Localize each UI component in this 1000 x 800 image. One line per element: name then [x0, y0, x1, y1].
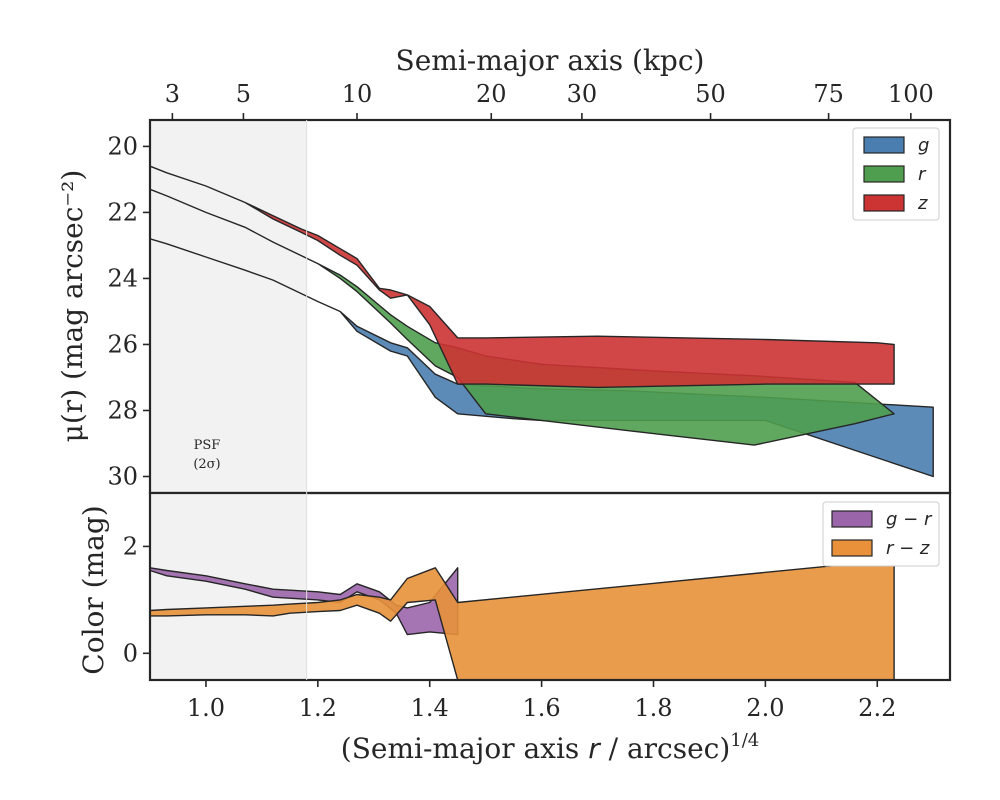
legend-label-g: g [918, 135, 929, 156]
top-x-tick-label-3: 3 [165, 80, 180, 108]
y-tick-label-22: 22 [107, 198, 138, 226]
surface-brightness-bands [149, 165, 934, 478]
y-tick-label-28: 28 [107, 396, 138, 424]
x-tick-label-2.2: 2.2 [858, 694, 896, 722]
top-x-tick-label-20: 20 [476, 80, 507, 108]
x-axis-ticks: 1.0 1.2 1.4 1.6 1.8 2.0 2.2 [187, 680, 896, 722]
top-x-tick-label-75: 75 [813, 80, 844, 108]
color-y-tick-label-0: 0 [123, 639, 138, 667]
psf-label-line1: PSF [194, 438, 221, 453]
legend-bands: grz [852, 127, 940, 221]
color-panel: 02 1.0 1.2 1.4 1.6 1.8 2.0 2.2 Color (mag) (Se… [77, 491, 952, 765]
legend-swatch-z [863, 194, 905, 212]
top-x-tick-label-10: 10 [342, 80, 373, 108]
top-x-axis-title: Semi-major axis (kpc) [396, 44, 705, 77]
legend-label-z: z [917, 193, 928, 214]
color-y-axis-ticks: 02 [123, 532, 150, 667]
legend-label-r-z: r − z [886, 538, 930, 559]
top-x-tick-label-100: 100 [888, 80, 934, 108]
legend-swatch-g-r [831, 510, 873, 528]
x-tick-label-1.2: 1.2 [299, 694, 337, 722]
top-x-tick-label-30: 30 [567, 80, 598, 108]
y-axis-title-surface-brightness: μ(r) (mag arcsec⁻²) [56, 170, 89, 443]
legend-label-g-r: g − r [886, 509, 933, 530]
psf-shaded-region [150, 120, 307, 493]
y-axis-title-color: Color (mag) [77, 505, 110, 674]
x-tick-label-1.4: 1.4 [411, 694, 449, 722]
surface-brightness-panel: 20 22 24 26 28 30 3 5 10 20 30 50 75 100 Semi-major … [56, 44, 952, 495]
x-tick-label-1.8: 1.8 [634, 694, 672, 722]
legend-swatch-r [863, 165, 905, 183]
top-x-tick-label-50: 50 [695, 80, 726, 108]
y-tick-label-26: 26 [107, 330, 138, 358]
y-tick-label-24: 24 [107, 264, 138, 292]
top-x-tick-label-5: 5 [236, 80, 251, 108]
x-tick-label-1.0: 1.0 [187, 694, 225, 722]
psf-shaded-region-color [150, 493, 307, 680]
x-tick-label-2.0: 2.0 [746, 694, 784, 722]
legend-swatch-r-z [831, 539, 873, 557]
y-axis-ticks: 20 22 24 26 28 30 [107, 132, 150, 490]
psf-label-line2: (2σ) [193, 457, 220, 472]
x-axis-title: (Semi-major axis r / arcsec)1/4 [341, 730, 759, 765]
x-tick-label-1.6: 1.6 [523, 694, 561, 722]
legend-swatch-g [863, 136, 905, 154]
legend-label-r: r [918, 164, 927, 185]
y-tick-label-20: 20 [107, 132, 138, 160]
y-tick-label-30: 30 [107, 462, 138, 490]
top-x-axis-ticks: 3 5 10 20 30 50 75 100 [165, 80, 934, 120]
legend-colors: g − r r − z [822, 501, 940, 567]
color-y-tick-label-2: 2 [123, 532, 138, 560]
bottom-plot-frame [148, 491, 952, 682]
band-z [149, 165, 895, 389]
